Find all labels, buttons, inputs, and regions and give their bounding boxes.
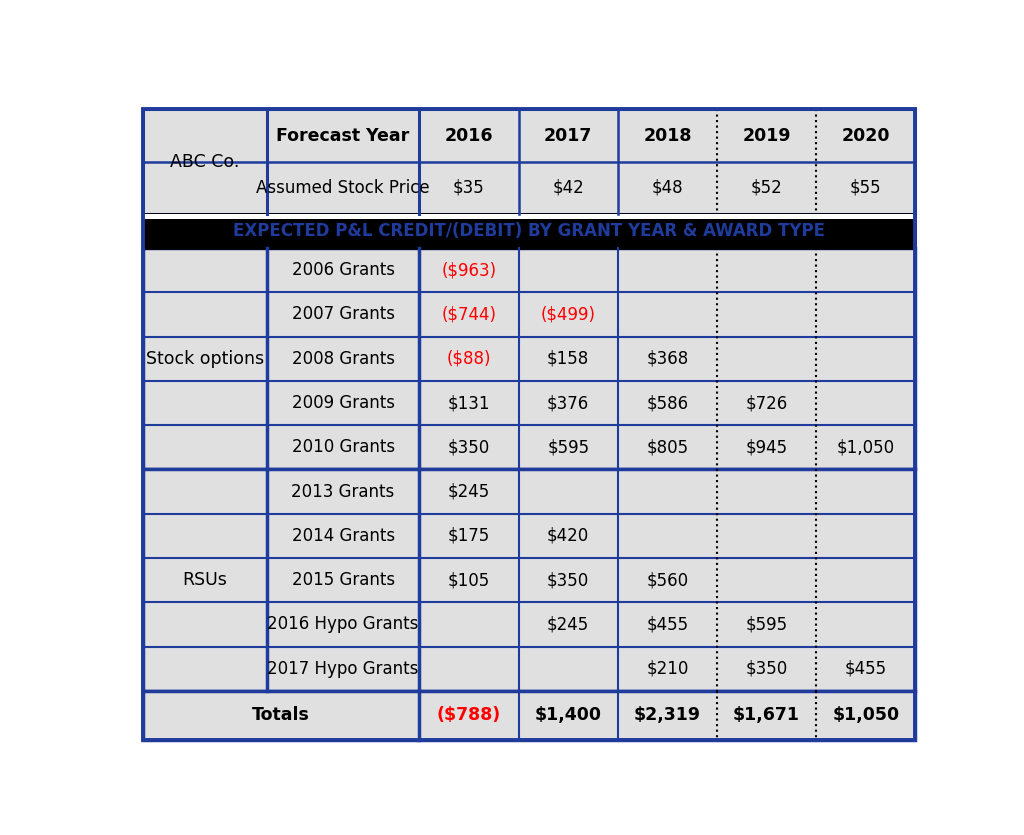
Text: Totals: Totals [252,706,310,725]
Text: $350: $350 [447,438,490,456]
Text: $376: $376 [547,394,590,412]
Text: 2016: 2016 [444,127,494,144]
Text: 2009 Grants: 2009 Grants [292,394,394,412]
Bar [142,109,915,214]
Text: $210: $210 [646,660,688,678]
Text: 2008 Grants: 2008 Grants [292,350,394,367]
Text: $55: $55 [850,179,882,197]
Text: Stock options: Stock options [145,350,264,367]
Text: $42: $42 [552,179,584,197]
Text: $105: $105 [447,571,490,590]
Text: $595: $595 [745,615,787,634]
Text: $945: $945 [745,438,787,456]
Text: $158: $158 [547,350,590,367]
Text: $586: $586 [646,394,688,412]
Text: ($963): ($963) [441,261,497,279]
Text: $1,050: $1,050 [833,706,899,725]
Text: $35: $35 [454,179,485,197]
Text: ABC Co.: ABC Co. [170,153,240,171]
Text: $560: $560 [646,571,688,590]
Text: Assumed Stock Price: Assumed Stock Price [256,179,430,197]
Text: 2019: 2019 [742,127,791,144]
Text: 2015 Grants: 2015 Grants [292,571,394,590]
Text: 2020: 2020 [842,127,890,144]
Text: ($788): ($788) [437,706,501,725]
Text: $175: $175 [447,527,490,544]
Text: 2010 Grants: 2010 Grants [292,438,394,456]
Text: 2016 Hypo Grants: 2016 Hypo Grants [267,615,419,634]
Text: $1,050: $1,050 [837,438,895,456]
Text: RSUs: RSUs [182,571,227,590]
Text: 2017: 2017 [544,127,593,144]
Text: $1,400: $1,400 [535,706,602,725]
Text: EXPECTED P&L CREDIT/(DEBIT) BY GRANT YEAR & AWARD TYPE: EXPECTED P&L CREDIT/(DEBIT) BY GRANT YEA… [233,222,825,240]
Text: ($499): ($499) [541,306,596,323]
Text: $52: $52 [751,179,782,197]
Text: Forecast Year: Forecast Year [276,127,410,144]
Text: ($88): ($88) [446,350,492,367]
Bar [142,248,915,469]
Text: $455: $455 [646,615,688,634]
Text: 2017 Hypo Grants: 2017 Hypo Grants [267,660,419,678]
Text: 2018: 2018 [643,127,691,144]
Text: $368: $368 [646,350,688,367]
Text: $1,671: $1,671 [733,706,800,725]
Bar [142,691,915,740]
Text: $245: $245 [547,615,590,634]
Bar [142,214,915,248]
Text: $420: $420 [547,527,590,544]
Text: 2007 Grants: 2007 Grants [292,306,394,323]
Text: 2006 Grants: 2006 Grants [292,261,394,279]
Text: $350: $350 [745,660,787,678]
Bar [142,214,915,219]
Text: $245: $245 [447,483,490,500]
Text: 2014 Grants: 2014 Grants [292,527,394,544]
Text: $455: $455 [845,660,887,678]
Bar [142,469,915,691]
Text: $48: $48 [651,179,683,197]
Text: $350: $350 [547,571,590,590]
Text: 2013 Grants: 2013 Grants [292,483,394,500]
Text: $726: $726 [745,394,787,412]
Text: $805: $805 [646,438,688,456]
Text: $595: $595 [547,438,589,456]
Text: $131: $131 [447,394,490,412]
Text: $2,319: $2,319 [634,706,700,725]
Text: ($744): ($744) [441,306,497,323]
